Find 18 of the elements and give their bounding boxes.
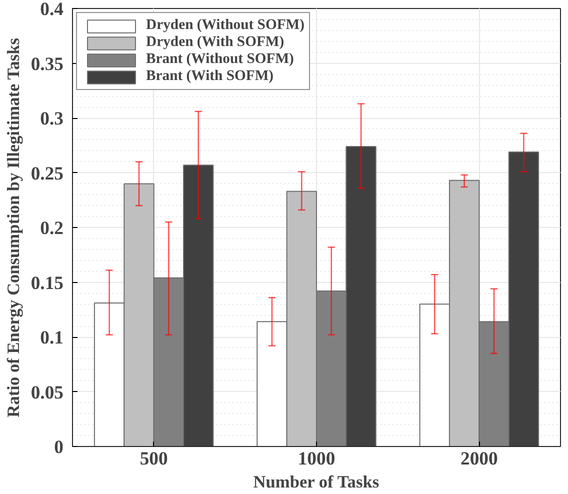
y-tick-label: 0.1 <box>40 328 64 348</box>
y-tick-label: 0.25 <box>30 163 64 184</box>
x-axis-title: Number of Tasks <box>253 472 380 492</box>
y-tick-label: 0.35 <box>30 54 64 75</box>
y-tick-label: 0.05 <box>30 382 64 404</box>
y-tick-label: 0.2 <box>40 218 64 239</box>
legend-label: Dryden (With SOFM) <box>146 34 284 51</box>
y-tick-label: 0.4 <box>40 0 64 20</box>
y-tick-label: 0.3 <box>40 108 64 130</box>
y-tick-label: 0.15 <box>30 272 64 294</box>
legend-label: Dryden (Without SOFM) <box>146 17 305 34</box>
x-tick-label: 500 <box>140 448 168 470</box>
legend-label: Brant (Without SOFM) <box>146 51 294 68</box>
x-tick-label: 1000 <box>298 448 336 470</box>
y-tick-label: 0 <box>54 437 64 458</box>
x-tick-label: 2000 <box>460 448 498 470</box>
legend-label: Brant (With SOFM) <box>146 68 274 85</box>
y-axis-title: Ratio of Energy Consumption by Illegitimate Tasks <box>4 38 23 418</box>
